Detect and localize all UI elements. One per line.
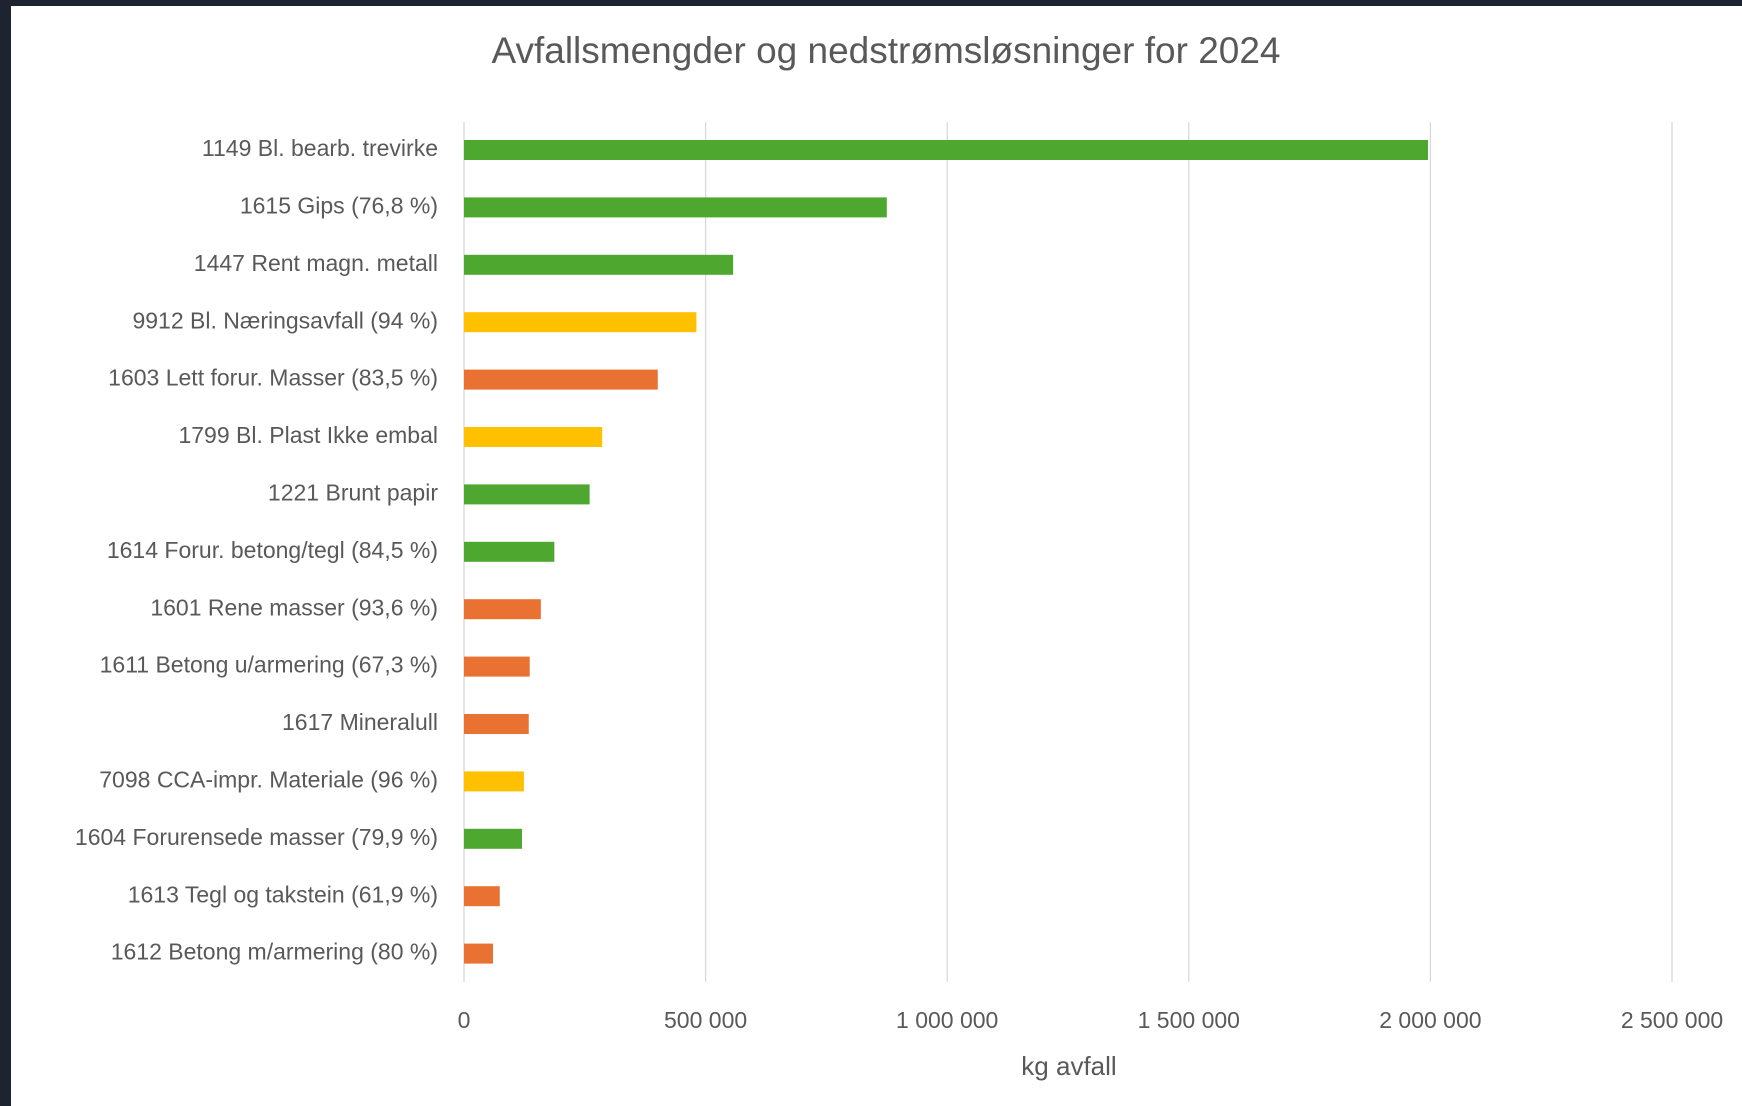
y-tick-label: 1613 Tegl og takstein (61,9 %) xyxy=(128,881,438,907)
y-tick-label: 1612 Betong m/armering (80 %) xyxy=(111,939,438,965)
y-tick-label: 1601 Rene masser (93,6 %) xyxy=(150,594,438,620)
chart-background xyxy=(11,6,1742,1106)
bar xyxy=(464,541,555,562)
y-tick-label: 1221 Brunt papir xyxy=(268,479,438,505)
y-tick-label: 7098 CCA-impr. Materiale (96 %) xyxy=(99,766,438,792)
x-tick-label: 2 000 000 xyxy=(1379,1007,1481,1033)
bar xyxy=(464,484,590,505)
x-tick-label: 1 500 000 xyxy=(1138,1007,1240,1033)
bar xyxy=(464,312,697,333)
bar xyxy=(464,254,734,275)
bar xyxy=(464,714,529,734)
y-tick-label: 1615 Gips (76,8 %) xyxy=(240,192,438,218)
bar xyxy=(464,197,887,218)
bar xyxy=(464,140,1428,160)
y-tick-label: 1149 Bl. bearb. trevirke xyxy=(202,135,438,161)
y-tick-label: 1603 Lett forur. Masser (83,5 %) xyxy=(108,365,438,391)
y-tick-label: 1604 Forurensede masser (79,9 %) xyxy=(75,824,438,850)
bar xyxy=(464,369,658,390)
y-tick-label: 1611 Betong u/armering (67,3 %) xyxy=(100,652,438,678)
x-tick-label: 0 xyxy=(458,1007,471,1033)
bar xyxy=(464,771,524,792)
y-tick-label: 9912 Bl. Næringsavfall (94 %) xyxy=(132,307,438,333)
bar xyxy=(464,943,493,964)
bar xyxy=(464,599,541,620)
y-tick-label: 1617 Mineralull xyxy=(282,709,438,735)
x-tick-label: 2 500 000 xyxy=(1621,1007,1723,1033)
chart: Avfallsmengder og nedstrømsløsninger for… xyxy=(11,6,1742,1106)
bar xyxy=(464,828,522,849)
x-axis-title: kg avfall xyxy=(1021,1051,1116,1081)
bar xyxy=(464,656,530,677)
bar xyxy=(464,427,603,447)
y-tick-label: 1447 Rent magn. metall xyxy=(194,250,438,276)
y-tick-label: 1614 Forur. betong/tegl (84,5 %) xyxy=(107,537,438,563)
x-tick-label: 500 000 xyxy=(664,1007,747,1033)
bar xyxy=(464,886,500,907)
x-tick-label: 1 000 000 xyxy=(896,1007,998,1033)
chart-title: Avfallsmengder og nedstrømsløsninger for… xyxy=(491,30,1280,71)
y-tick-label: 1799 Bl. Plast Ikke embal xyxy=(178,422,438,448)
